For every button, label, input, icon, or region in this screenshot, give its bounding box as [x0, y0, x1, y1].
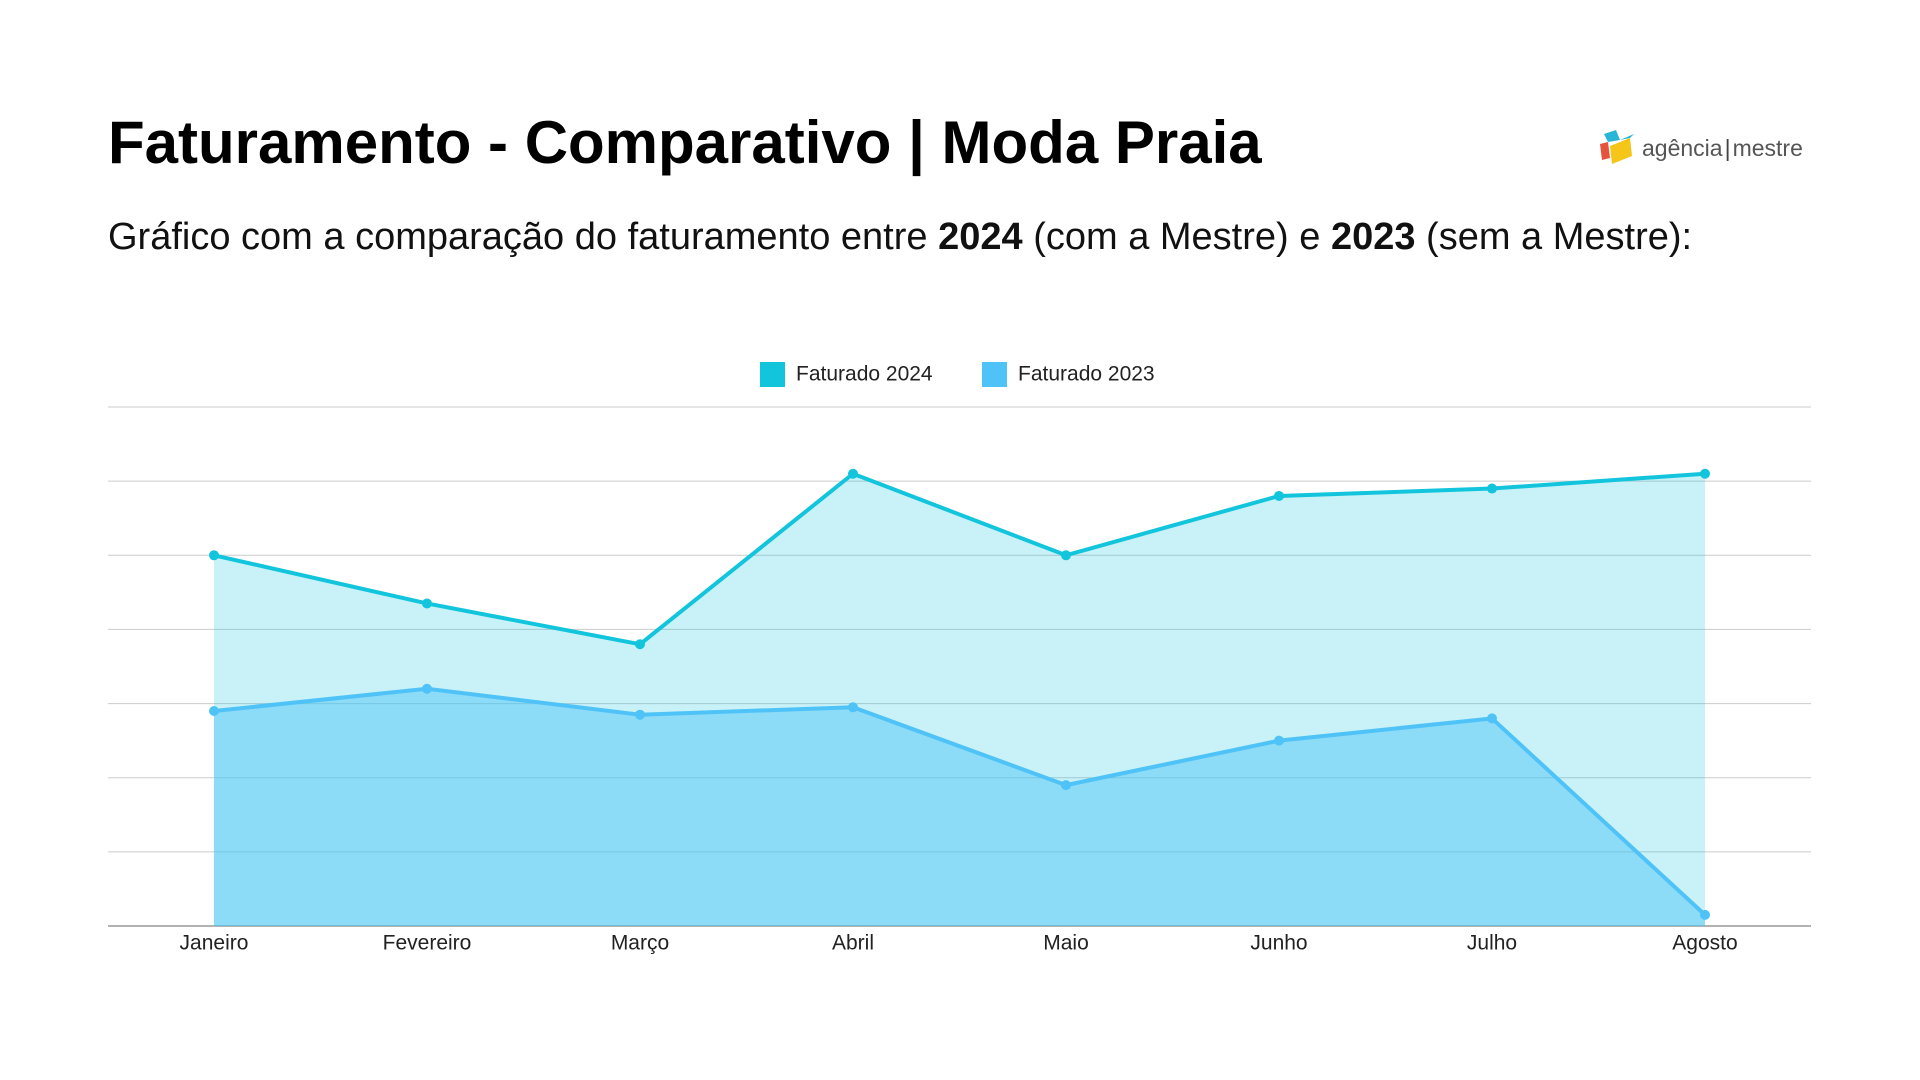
logo-icon: [1600, 130, 1634, 164]
subtitle: Gráfico com a comparação do faturamento …: [108, 216, 1808, 258]
line: [213, 686, 1707, 917]
point: [1700, 909, 1710, 920]
point: [209, 550, 219, 561]
subtitle-year: 2024: [938, 216, 1023, 258]
point: [635, 709, 645, 720]
point: [848, 468, 858, 479]
point: [1061, 780, 1071, 791]
legend-swatch: [760, 362, 785, 387]
point: [1487, 483, 1497, 494]
logo-text: agência: [1642, 134, 1723, 161]
subtitle-text: (com a Mestre) e: [1022, 216, 1331, 258]
subtitle-text: (sem a Mestre):: [1415, 216, 1693, 258]
x-tick-label: Abril: [832, 932, 874, 955]
point: [1487, 713, 1497, 724]
logo-text: mestre: [1732, 134, 1803, 161]
x-tick-label: Agosto: [1672, 932, 1737, 955]
legend-label: Faturado 2023: [1018, 363, 1155, 386]
x-tick-label: Janeiro: [180, 932, 249, 955]
legend-swatch: [982, 362, 1007, 387]
x-tick-label: Fevereiro: [383, 932, 472, 955]
x-tick-label: Maio: [1043, 932, 1089, 955]
point: [422, 683, 432, 694]
subtitle-year: 2023: [1330, 216, 1416, 258]
subtitle-text: Gráfico com a comparação do faturamento …: [108, 216, 939, 258]
line: [213, 471, 1706, 647]
logo: agência | mestre: [1600, 128, 1803, 168]
point: [635, 639, 645, 650]
area: [214, 688, 1705, 926]
point: [1274, 490, 1284, 501]
x-tick-label: Março: [611, 932, 669, 955]
legend-label: Faturado 2024: [796, 363, 933, 386]
point: [422, 598, 432, 609]
logo-divider: |: [1724, 134, 1731, 161]
point: [1700, 468, 1710, 479]
point: [209, 705, 219, 716]
x-tick-label: Julho: [1467, 932, 1517, 955]
point: [1274, 735, 1284, 746]
point: [848, 702, 858, 713]
x-tick-label: Junho: [1250, 932, 1307, 955]
point: [1061, 550, 1071, 561]
title: Faturamento - Comparativo | Moda Praia: [108, 109, 1262, 176]
